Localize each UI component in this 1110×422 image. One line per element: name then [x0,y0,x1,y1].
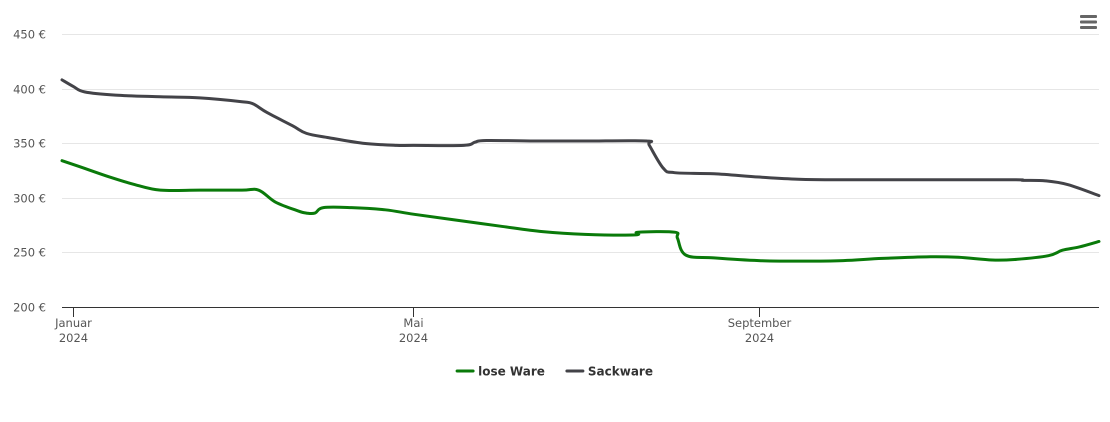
x-tick-year: 2024 [745,331,774,345]
y-tick-label: 300 € [13,192,46,206]
series-line-lose-ware[interactable] [60,159,1101,263]
y-tick-label: 200 € [13,301,46,315]
legend-item-sackware[interactable]: Sackware [565,365,653,379]
x-tick-label: Januar [54,316,92,330]
y-tick-label: 450 € [13,28,46,42]
x-tick-label: Mai [403,316,423,330]
x-tick-year: 2024 [59,331,88,345]
legend-label: Sackware [588,365,653,379]
series-line-sackware[interactable] [60,78,1101,198]
y-axis: 200 € 250 € 300 € 350 € 400 € 450 € [13,28,46,315]
x-tick-year: 2024 [399,331,428,345]
legend: lose Ware Sackware [455,365,653,379]
legend-item-lose-ware[interactable]: lose Ware [455,365,545,379]
y-tick-label: 350 € [13,137,46,151]
series-layer [60,78,1101,263]
y-tick-label: 250 € [13,246,46,260]
hamburger-menu-icon[interactable] [1076,10,1100,34]
x-tick-label: September [728,316,792,330]
grid-lines [62,34,1099,253]
legend-label: lose Ware [478,365,545,379]
y-tick-label: 400 € [13,83,46,97]
